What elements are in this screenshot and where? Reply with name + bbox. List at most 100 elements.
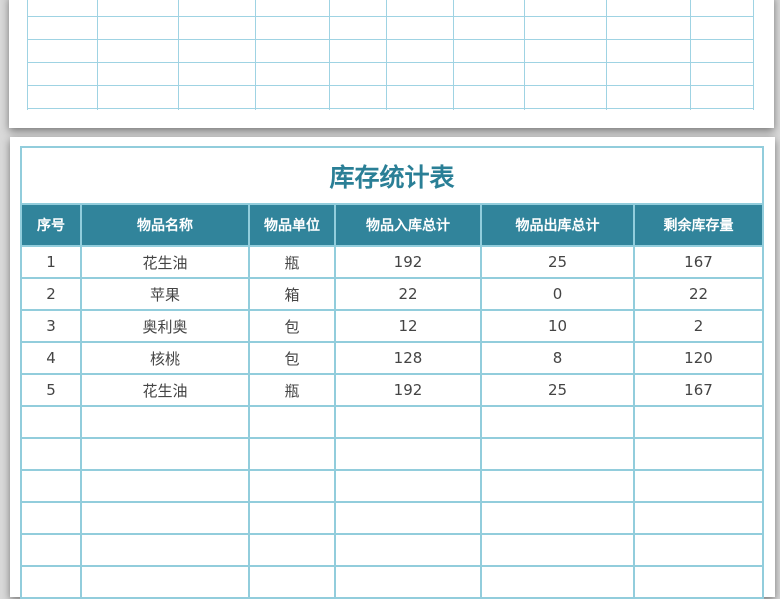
table-title: 库存统计表 [22,148,762,205]
table-cell[interactable] [480,533,635,567]
grid-line [606,0,607,110]
table-cell[interactable]: 192 [334,246,482,279]
inventory-table-wrapper: 库存统计表 序号 物品名称 物品单位 物品入库总计 物品出库总计 剩余库存量 1 花生油瓶 1… [20,146,764,599]
header-row: 序号 物品名称 物品单位 物品入库总计 物品出库总计 剩余库存量 [22,203,762,247]
table-cell[interactable]: 25 [480,246,635,279]
table-cell[interactable]: 22 [633,277,762,311]
table-row: 5 花生油瓶 192 25 167 [22,373,762,407]
empty-row [22,405,762,439]
table-cell[interactable] [22,533,82,567]
grid-line [453,0,454,110]
table-cell[interactable] [248,437,336,471]
column-header: 物品入库总计 [334,203,482,247]
table-cell[interactable] [480,405,635,439]
grid-line [753,0,754,110]
table-cell[interactable]: 120 [633,341,762,375]
table-cell[interactable]: 25 [480,373,635,407]
grid-line [178,0,179,110]
table-cell[interactable] [80,405,250,439]
column-header: 物品出库总计 [480,203,635,247]
grid-line [690,0,691,110]
column-header: 剩余库存量 [633,203,762,247]
table-cell[interactable]: 2 [633,309,762,343]
table-cell[interactable] [80,501,250,535]
table-cell[interactable] [334,405,482,439]
table-cell[interactable]: 核桃 [80,341,250,375]
table-cell[interactable]: 2 [22,277,82,311]
empty-row [22,437,762,471]
table-cell[interactable] [633,469,762,503]
table-cell[interactable] [334,469,482,503]
empty-row [22,533,762,567]
grid-line [386,0,387,110]
empty-row [22,501,762,535]
empty-grid [27,0,754,110]
inventory-sheet-card: 库存统计表 序号 物品名称 物品单位 物品入库总计 物品出库总计 剩余库存量 1 花生油瓶 1… [10,137,775,599]
table-cell[interactable] [80,469,250,503]
table-cell[interactable]: 奥利奥 [80,309,250,343]
table-row: 3 奥利奥包 12 10 2 [22,309,762,343]
table-cell[interactable]: 128 [334,341,482,375]
table-cell[interactable]: 3 [22,309,82,343]
previous-sheet-card [9,0,774,128]
table-cell[interactable]: 花生油 [80,373,250,407]
table-cell[interactable] [22,565,82,599]
table-row: 2 苹果箱 22 0 22 [22,277,762,311]
table-cell[interactable] [22,469,82,503]
table-cell[interactable]: 0 [480,277,635,311]
table-cell[interactable] [80,437,250,471]
table-cell[interactable] [334,437,482,471]
table-cell[interactable]: 8 [480,341,635,375]
inventory-table: 库存统计表 序号 物品名称 物品单位 物品入库总计 物品出库总计 剩余库存量 1 花生油瓶 1… [22,148,762,599]
table-cell[interactable]: 4 [22,341,82,375]
table-cell[interactable] [334,565,482,599]
column-header: 序号 [22,203,82,247]
table-cell[interactable]: 167 [633,246,762,279]
table-cell[interactable]: 192 [334,373,482,407]
table-cell[interactable] [248,469,336,503]
table-cell[interactable] [633,533,762,567]
table-cell[interactable] [633,405,762,439]
table-cell[interactable] [480,565,635,599]
table-cell[interactable]: 1 [22,246,82,279]
table-cell[interactable] [80,533,250,567]
table-cell[interactable] [633,501,762,535]
table-cell[interactable]: 12 [334,309,482,343]
table-cell[interactable]: 瓶 [248,373,336,407]
table-cell[interactable] [480,469,635,503]
empty-row [22,565,762,599]
table-cell[interactable] [248,405,336,439]
table-cell[interactable] [334,533,482,567]
table-cell[interactable] [633,565,762,599]
table-row: 1 花生油瓶 192 25 167 [22,246,762,279]
table-cell[interactable] [22,405,82,439]
table-cell[interactable] [480,501,635,535]
table-cell[interactable]: 花生油 [80,246,250,279]
table-cell[interactable]: 包 [248,309,336,343]
column-header: 物品单位 [248,203,336,247]
table-cell[interactable] [334,501,482,535]
table-cell[interactable]: 箱 [248,277,336,311]
table-cell[interactable]: 22 [334,277,482,311]
table-cell[interactable]: 167 [633,373,762,407]
table-cell[interactable] [22,501,82,535]
table-cell[interactable] [80,565,250,599]
table-cell[interactable] [480,437,635,471]
table-cell[interactable] [248,533,336,567]
table-cell[interactable] [633,437,762,471]
table-cell[interactable]: 5 [22,373,82,407]
table-cell[interactable] [248,565,336,599]
grid-line [255,0,256,110]
table-cell[interactable] [248,501,336,535]
table-cell[interactable] [22,437,82,471]
grid-line [329,0,330,110]
table-cell[interactable]: 苹果 [80,277,250,311]
grid-line [27,0,28,110]
grid-line [524,0,525,110]
table-cell[interactable]: 包 [248,341,336,375]
table-cell[interactable]: 10 [480,309,635,343]
table-cell[interactable]: 瓶 [248,246,336,279]
column-header: 物品名称 [80,203,250,247]
table-row: 4 核桃包 128 8 120 [22,341,762,375]
empty-row [22,469,762,503]
